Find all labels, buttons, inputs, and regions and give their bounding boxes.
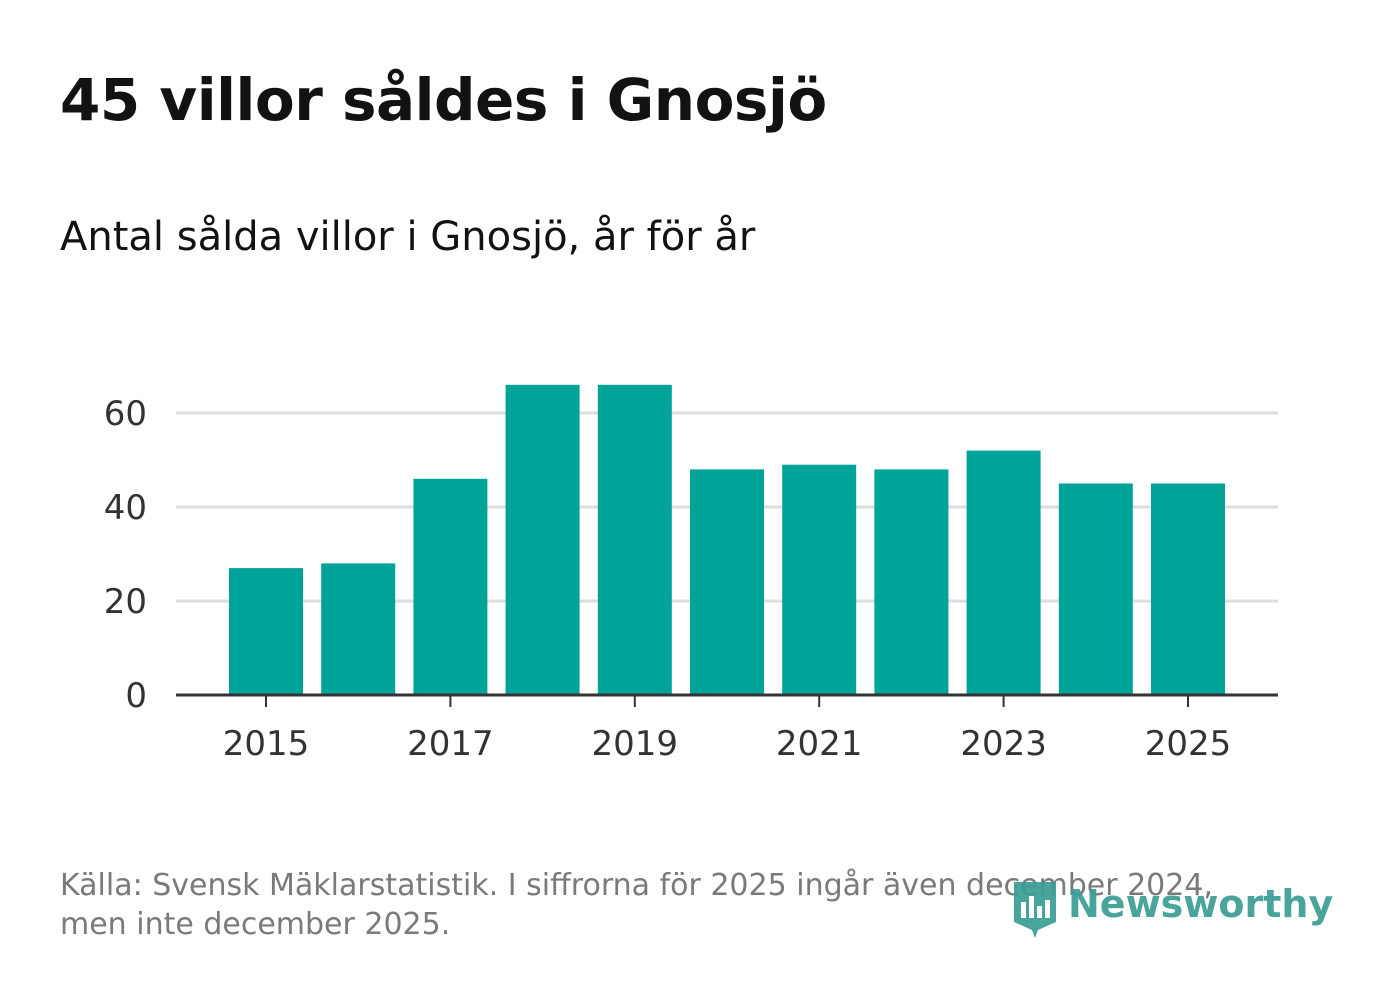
chart-title: 45 villor såldes i Gnosjö: [60, 66, 827, 134]
bar-2022: [874, 469, 949, 695]
bar-2023: [966, 450, 1041, 695]
bar-2015: [229, 568, 303, 695]
x-tick-label-2021: 2021: [776, 724, 863, 764]
x-tick-label-2025: 2025: [1145, 724, 1232, 764]
bar-2021: [782, 464, 857, 695]
bar-2025: [1151, 483, 1225, 695]
bar-2017: [413, 478, 488, 695]
logo-text: Newsworthy: [1068, 882, 1334, 926]
bar-2016: [321, 563, 396, 695]
bar-2020: [690, 469, 764, 695]
bar-2019: [597, 384, 672, 695]
bar-chart-badge-icon: [1014, 882, 1056, 938]
x-tick-label-2015: 2015: [223, 724, 310, 764]
newsworthy-logo: Newsworthy: [1010, 878, 1333, 942]
x-tick-label-2019: 2019: [592, 724, 679, 764]
x-tick-label-2017: 2017: [407, 724, 494, 764]
bar-chart: 0 20 40 60 2015 2017 2019 2021 2023 2025: [104, 384, 1278, 764]
x-tick-label-2023: 2023: [960, 724, 1047, 764]
y-tick-label-20: 20: [104, 582, 147, 622]
bar-2018: [505, 384, 580, 695]
y-tick-label-40: 40: [104, 488, 147, 528]
chart-subtitle: Antal sålda villor i Gnosjö, år för år: [60, 214, 756, 260]
y-tick-label-0: 0: [125, 676, 147, 716]
y-tick-label-60: 60: [104, 394, 147, 434]
bar-2024: [1058, 483, 1133, 695]
